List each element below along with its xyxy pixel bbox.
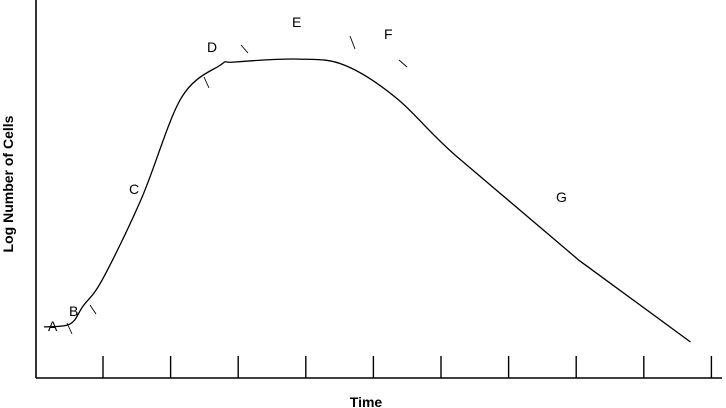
phase-label-d: D bbox=[207, 39, 217, 55]
phase-boundary-mark bbox=[66, 322, 73, 335]
phase-label-a: A bbox=[48, 318, 58, 334]
phase-boundary-mark bbox=[349, 35, 356, 50]
axes bbox=[35, 0, 722, 379]
x-axis-ticks bbox=[102, 356, 713, 378]
phase-boundary-mark bbox=[398, 59, 408, 68]
phase-boundary-mark bbox=[240, 44, 249, 54]
growth-curve-line bbox=[43, 58, 691, 343]
phase-label-c: C bbox=[129, 181, 139, 197]
phase-label-e: E bbox=[292, 14, 301, 30]
y-axis-label: Log Number of Cells bbox=[0, 115, 16, 252]
phase-boundary-marks bbox=[66, 35, 408, 335]
phase-boundary-mark bbox=[89, 304, 97, 315]
phase-label-g: G bbox=[556, 189, 567, 205]
x-axis-label: Time bbox=[350, 394, 383, 408]
phase-label-f: F bbox=[384, 26, 393, 42]
phase-label-b: B bbox=[69, 303, 78, 319]
phase-boundary-mark bbox=[203, 76, 210, 89]
phase-labels: A B C D E F G bbox=[48, 14, 567, 334]
